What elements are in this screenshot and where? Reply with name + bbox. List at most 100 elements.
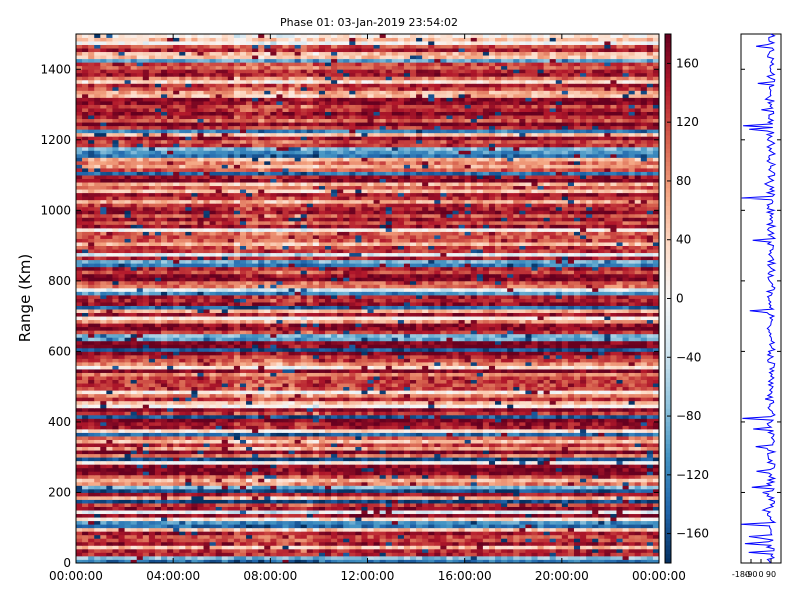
heatmap-cell [215,421,223,426]
heatmap-cell [106,538,113,543]
heatmap-cell [191,524,198,529]
heatmap-cell [246,524,253,529]
heatmap-cell [470,492,478,497]
heatmap-cell [306,390,314,395]
heatmap-cell [549,450,557,455]
heatmap-cell [391,460,399,465]
heatmap-cell [476,478,484,483]
heatmap-cell [343,421,350,426]
heatmap-cell [452,467,459,472]
heatmap-cell [416,443,423,448]
heatmap-cell [288,428,296,433]
heatmap-cell [355,450,362,455]
heatmap-cell [361,443,368,448]
heatmap-cell [288,404,296,409]
heatmap-cell [124,414,132,419]
heatmap-cell [580,393,587,398]
heatmap-cell [76,548,83,553]
heatmap-cell [142,400,150,405]
heatmap-cell [215,527,223,532]
heatmap-cell [318,432,326,437]
heatmap-cell [185,432,192,437]
heatmap-cell [610,404,617,409]
heatmap-cell [458,478,466,483]
heatmap-cell [488,559,496,564]
heatmap-cell [482,471,490,476]
heatmap-cell [367,383,374,388]
heatmap-cell [434,432,441,437]
heatmap-cell [652,464,660,469]
heatmap-cell [428,503,435,507]
heatmap-cell [118,495,125,500]
heatmap-cell [258,555,265,560]
heatmap-cell [525,520,532,525]
heatmap-cell [416,407,423,412]
heatmap-cell [179,404,186,409]
heatmap-cell [106,390,113,395]
heatmap-cell [385,457,393,462]
heatmap-cell [288,432,296,437]
heatmap-cell [76,453,83,458]
heatmap-cell [592,421,599,426]
heatmap-cell [331,379,338,384]
heatmap-cell [373,460,381,465]
heatmap-cell [470,464,478,469]
heatmap-cell [598,404,605,409]
heatmap-cell [209,520,217,525]
heatmap-cell [573,517,581,522]
heatmap-cell [628,538,636,543]
heatmap-cell [167,524,174,529]
heatmap-cell [215,517,223,522]
heatmap-cell [185,524,192,529]
heatmap-cell [634,520,642,525]
heatmap-cell [167,436,174,440]
heatmap-cell [428,527,435,532]
heatmap-cell [148,555,156,560]
heatmap-cell [112,386,119,391]
heatmap-cell [652,510,660,515]
heatmap-cell [246,393,253,398]
heatmap-cell [258,531,265,536]
heatmap-cell [385,414,393,419]
heatmap-cell [452,538,459,543]
heatmap-cell [246,555,253,560]
heatmap-cell [124,428,132,433]
heatmap-cell [543,446,551,451]
heatmap-cell [416,552,423,557]
heatmap-cell [428,397,435,402]
heatmap-cell [337,555,344,560]
heatmap-cell [440,464,447,469]
heatmap-cell [258,467,265,472]
heatmap-cell [246,390,253,395]
heatmap-cell [622,428,630,433]
heatmap-cell [246,439,253,444]
heatmap-cell [270,495,277,500]
heatmap-cell [549,552,557,557]
heatmap-cell [142,506,150,511]
heatmap-cell [531,432,538,437]
heatmap-cell [549,428,557,433]
heatmap-cell [167,457,174,462]
heatmap-cell [191,397,198,402]
heatmap-cell [495,478,502,483]
heatmap-cell [440,383,447,388]
heatmap-cell [458,428,466,433]
heatmap-cell [513,559,520,564]
heatmap-cell [628,517,636,522]
heatmap-cell [580,541,587,546]
heatmap-cell [82,425,89,430]
heatmap-cell [246,457,253,462]
heatmap-cell [154,538,162,543]
heatmap-cell [258,404,265,409]
heatmap-cell [312,520,320,525]
heatmap-cell [252,379,259,384]
heatmap-cell [513,478,520,483]
heatmap-cell [640,428,648,433]
heatmap-cell [148,418,156,423]
heatmap-cell [416,418,423,423]
heatmap-cell [142,411,150,416]
heatmap-cell [482,414,490,419]
heatmap-cell [501,411,508,416]
heatmap-cell [525,390,532,395]
heatmap-cell [525,485,532,490]
